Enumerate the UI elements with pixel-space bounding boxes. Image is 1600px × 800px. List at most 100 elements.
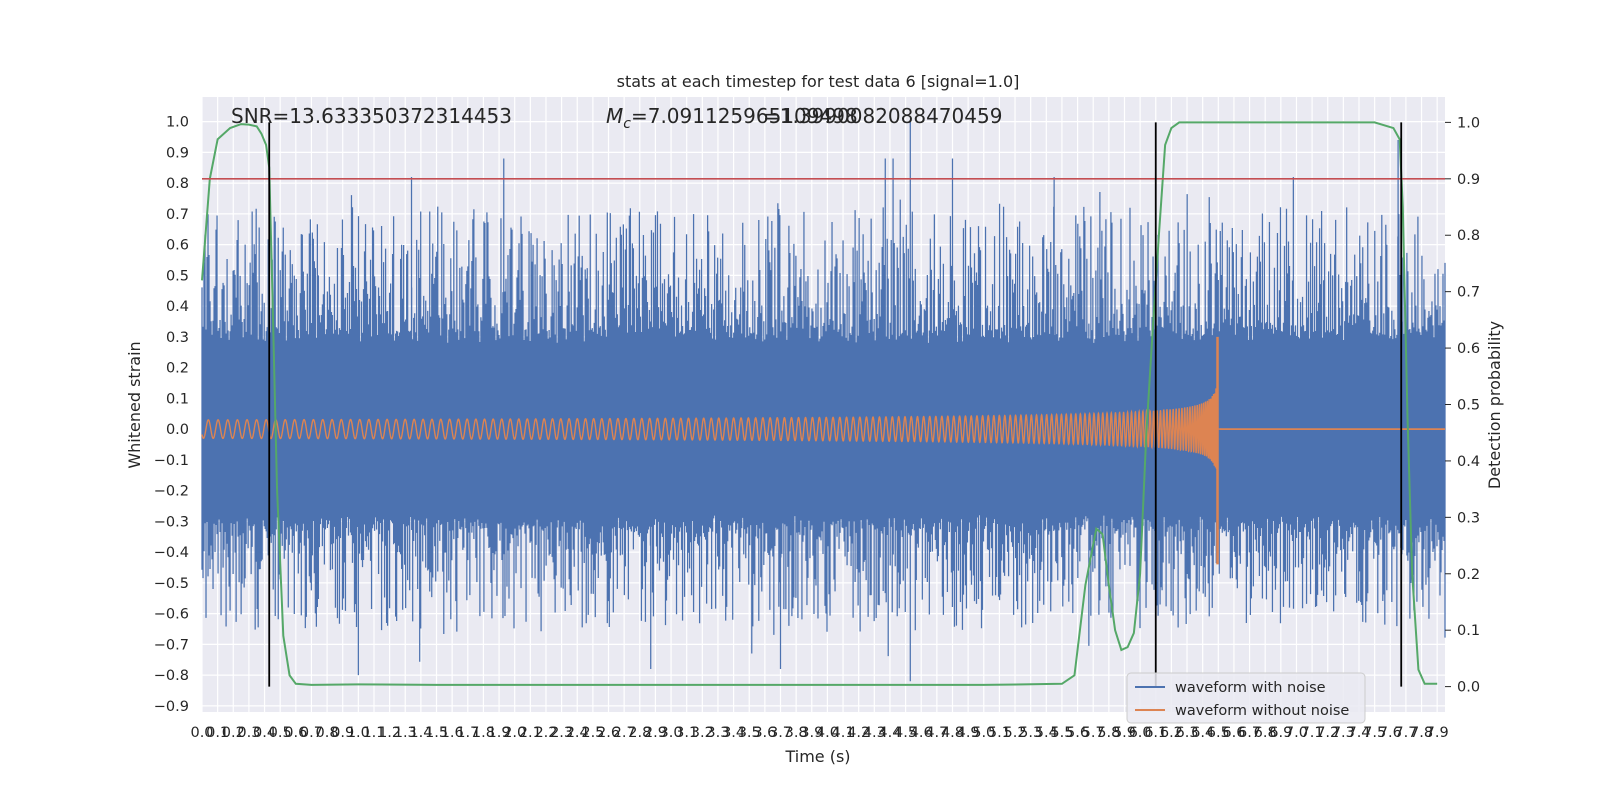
vertical-markers — [268, 122, 1403, 687]
snr-annotation: SNR=13.633350372314453 — [231, 104, 512, 128]
x-tick-label: 6.5 — [1207, 725, 1230, 741]
y-tick-label: −0.3 — [154, 514, 189, 530]
x-tick-label: 3.8 — [785, 725, 808, 741]
y-tick-label: −0.6 — [154, 607, 189, 623]
x-tick-label: 3.3 — [706, 725, 729, 741]
legend: waveform with noise waveform without nois… — [1126, 672, 1366, 724]
x-tick-label: 0.3 — [237, 725, 260, 741]
x-tick-label: 2.1 — [519, 725, 542, 741]
x-tick-label: 1.4 — [409, 725, 432, 741]
x-tick-label: 0.9 — [331, 725, 354, 741]
x-tick-label: 4.2 — [847, 725, 870, 741]
y2-tick-label: 0.2 — [1457, 567, 1480, 583]
clean-waveform-line — [201, 388, 1222, 469]
y-tick-label: 0.2 — [166, 361, 189, 377]
y-tick-label: 0.5 — [166, 268, 189, 284]
x-tick-label: 0.0 — [190, 725, 213, 741]
x-tick-label: 4.7 — [925, 725, 948, 741]
x-tick-label: 0.4 — [253, 725, 276, 741]
legend-label: waveform without noise — [1175, 703, 1349, 719]
x-tick-label: 1.7 — [456, 725, 479, 741]
x-tick-label: 0.7 — [300, 725, 323, 741]
x-tick-label: 0.2 — [222, 725, 245, 741]
x-tick-label: 1.6 — [441, 725, 464, 741]
x-axis-ticks: 0.00.10.20.30.40.50.60.70.80.91.01.11.21… — [190, 725, 1448, 741]
y2-tick-label: 0.5 — [1457, 398, 1480, 414]
x-tick-label: 3.6 — [753, 725, 776, 741]
x-tick-label: 3.2 — [691, 725, 714, 741]
y-tick-label: 0.1 — [166, 391, 189, 407]
x-tick-label: 2.3 — [550, 725, 573, 741]
x-tick-label: 1.5 — [425, 725, 448, 741]
x-tick-label: 3.1 — [675, 725, 698, 741]
legend-box — [1126, 672, 1366, 724]
x-tick-label: 7.8 — [1410, 725, 1433, 741]
y-tick-label: −0.9 — [154, 699, 189, 715]
y-tick-label: −0.5 — [154, 576, 189, 592]
y2-tick-label: 0.0 — [1457, 680, 1480, 696]
chirp-mass-value: =7.091125965109498 — [631, 104, 858, 128]
y-tick-label: 0.4 — [166, 299, 189, 315]
x-tick-label: 7.2 — [1316, 725, 1339, 741]
x-tick-label: 4.3 — [863, 725, 886, 741]
y2-axis-label: Detection probability — [1485, 321, 1504, 489]
x-tick-label: 4.9 — [957, 725, 980, 741]
x-tick-label: 3.5 — [738, 725, 761, 741]
x-tick-label: 6.0 — [1129, 725, 1152, 741]
x-tick-label: 5.8 — [1097, 725, 1120, 741]
detection-probability-line — [201, 121, 1438, 686]
y2-tick-label: 1.0 — [1457, 115, 1480, 131]
y2-tick-label: 0.8 — [1457, 228, 1480, 244]
legend-label: waveform with noise — [1175, 680, 1326, 696]
y-tick-label: 0.9 — [166, 145, 189, 161]
x-tick-label: 6.7 — [1238, 725, 1261, 741]
x-tick-label: 5.5 — [1050, 725, 1073, 741]
x-tick-label: 4.0 — [816, 725, 839, 741]
y2-tick-label: 0.4 — [1457, 454, 1480, 470]
x-tick-label: 2.0 — [503, 725, 526, 741]
y2-tick-label: 0.1 — [1457, 623, 1480, 639]
y-tick-label: −0.8 — [154, 668, 189, 684]
y-tick-label: 0.8 — [166, 176, 189, 192]
x-tick-label: 0.5 — [269, 725, 292, 741]
x-tick-label: 5.9 — [1113, 725, 1136, 741]
y-axis-ticks: −0.9 −0.8 −0.7 −0.6 −0.5 −0.4 −0.3 −0.2 −0.1 0.0 0… — [154, 115, 189, 715]
x-tick-label: 5.1 — [988, 725, 1011, 741]
x-tick-label: 5.4 — [1035, 725, 1058, 741]
x-tick-label: 3.4 — [722, 725, 745, 741]
x-tick-label: 5.0 — [972, 725, 995, 741]
y-tick-label: −0.7 — [154, 637, 189, 653]
x-tick-label: 2.7 — [613, 725, 636, 741]
chart-title: stats at each timestep for test data 6 [… — [617, 72, 1020, 91]
x-tick-label: 0.8 — [316, 725, 339, 741]
x-axis-label: Time (s) — [784, 747, 850, 766]
x-tick-label: 7.1 — [1301, 725, 1324, 741]
x-tick-label: 2.8 — [628, 725, 651, 741]
y2-tick-label: 0.7 — [1457, 285, 1480, 301]
x-tick-label: 2.4 — [566, 725, 589, 741]
y-tick-label: 0.3 — [166, 330, 189, 346]
x-tick-label: 6.4 — [1191, 725, 1214, 741]
y-tick-label: 0.7 — [166, 207, 189, 223]
x-tick-label: 5.7 — [1082, 725, 1105, 741]
x-tick-label: 2.6 — [597, 725, 620, 741]
y-axis-label: Whitened strain — [125, 341, 144, 468]
y2-tick-label: 0.3 — [1457, 510, 1480, 526]
x-tick-label: 7.7 — [1394, 725, 1417, 741]
x-tick-label: 7.5 — [1363, 725, 1386, 741]
y2-tick-label: 0.9 — [1457, 172, 1480, 188]
y-tick-label: −0.4 — [154, 545, 189, 561]
x-tick-label: 1.8 — [472, 725, 495, 741]
x-tick-label: 6.1 — [1144, 725, 1167, 741]
x-tick-label: 1.1 — [362, 725, 385, 741]
x-tick-label: 6.6 — [1222, 725, 1245, 741]
x-tick-label: 5.2 — [1004, 725, 1027, 741]
x-tick-label: 0.1 — [206, 725, 229, 741]
y-tick-label: 0.0 — [166, 422, 189, 438]
x-tick-label: 1.2 — [378, 725, 401, 741]
series-detection-probability — [201, 121, 1438, 686]
x-tick-label: 2.2 — [534, 725, 557, 741]
chirp-mass-annotation: Mc=7.091125965109498 — [606, 104, 858, 132]
x-tick-label: 7.9 — [1426, 725, 1449, 741]
